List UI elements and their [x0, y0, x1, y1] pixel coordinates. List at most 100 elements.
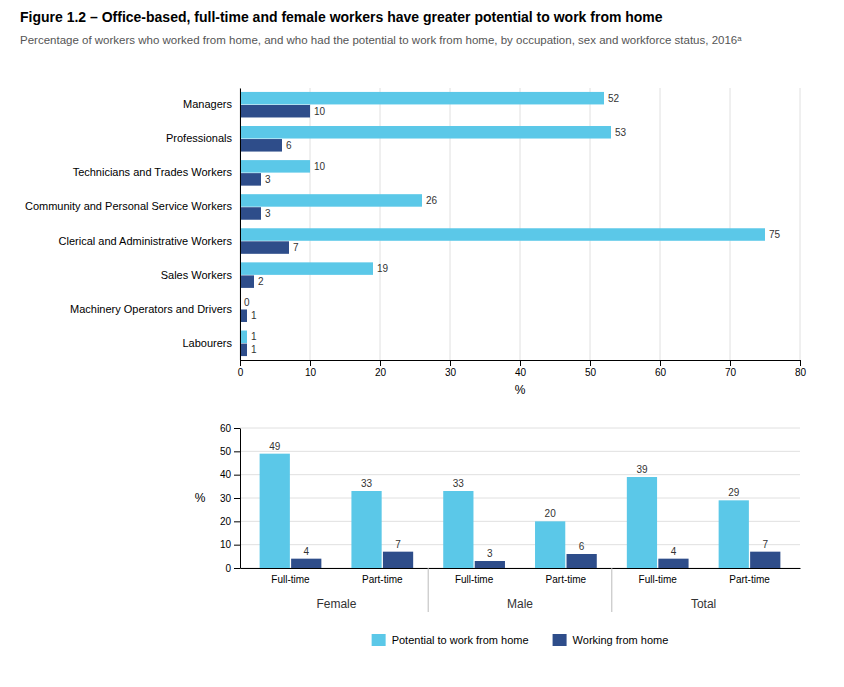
data-label: 53 [615, 127, 627, 138]
bar [443, 491, 473, 568]
tick-mark [660, 360, 661, 366]
tick: 50 [585, 360, 597, 378]
bars [260, 454, 781, 568]
tick: 20 [375, 360, 387, 378]
x-axis: 01020304050607080 [238, 360, 807, 378]
tick: Part-time [362, 574, 403, 585]
group-separator [428, 568, 429, 612]
data-label: 52 [608, 93, 620, 104]
tick-label: Professionals [166, 132, 233, 144]
tick-label: Part-time [546, 574, 587, 585]
data-label: 75 [769, 229, 781, 240]
tick: 10 [220, 539, 240, 550]
data-label: 39 [636, 464, 648, 475]
data-label: 1 [251, 344, 257, 355]
bar [240, 309, 247, 322]
chart-canvas: Figure 1.2 – Office-based, full-time and… [0, 0, 844, 687]
tick-label: 10 [220, 539, 232, 550]
bar [658, 559, 688, 568]
y-axis: 0102030405060 [220, 423, 241, 574]
tick-mark [234, 545, 240, 546]
tick: 0 [238, 360, 244, 378]
grid-line [240, 451, 800, 452]
data-label: 4 [671, 546, 677, 557]
tick: Managers [183, 98, 232, 110]
data-label: 0 [244, 297, 250, 308]
tick: Labourers [182, 337, 232, 349]
tick: 40 [220, 469, 240, 480]
tick-label: Full-time [455, 574, 494, 585]
grid-line [240, 428, 800, 429]
tick-mark [800, 360, 801, 366]
bar [240, 139, 282, 152]
group-label: Female [316, 597, 356, 611]
data-label: 7 [762, 539, 768, 550]
bar [240, 262, 373, 275]
subtitle: Percentage of workers who worked from ho… [20, 34, 742, 46]
legend: Potential to work from homeWorking from … [372, 634, 669, 646]
group-separator [611, 568, 612, 612]
data-label: 4 [303, 546, 309, 557]
tick: Technicians and Trades Workers [73, 166, 233, 178]
group-label: Total [691, 597, 716, 611]
bars [240, 92, 765, 356]
tick: 70 [725, 360, 737, 378]
tick-label: 30 [445, 367, 457, 378]
tick: Full-time [455, 574, 494, 585]
tick-label: Managers [183, 98, 232, 110]
bar [260, 454, 290, 568]
tick-mark [240, 360, 241, 366]
tick-label: Part-time [729, 574, 770, 585]
tick-label: Machinery Operators and Drivers [70, 303, 233, 315]
data-label: 33 [361, 478, 373, 489]
legend-label: Potential to work from home [392, 634, 529, 646]
tick-label: Sales Workers [161, 269, 233, 281]
axis-line [240, 89, 241, 361]
bar [535, 521, 565, 568]
grid-line [800, 88, 801, 360]
tick-label: 60 [655, 367, 667, 378]
tick-label: 0 [225, 563, 231, 574]
data-label: 7 [395, 539, 401, 550]
grid-line [240, 544, 800, 545]
tick: 80 [795, 360, 807, 378]
grid-line [660, 88, 661, 360]
tick-label: 20 [375, 367, 387, 378]
data-label: 6 [579, 541, 585, 552]
tick: 30 [220, 493, 240, 504]
tick-label: 0 [238, 367, 244, 378]
grid-line [240, 521, 800, 522]
tick-label: Community and Personal Service Workers [25, 200, 233, 212]
tick: 0 [225, 563, 240, 574]
y-axis: Managers Professionals Technicians and Tra… [25, 89, 241, 361]
data-label: 3 [487, 548, 493, 559]
bar [291, 559, 321, 568]
tick: 10 [305, 360, 317, 378]
data-label: 1 [251, 310, 257, 321]
data-label: 7 [293, 242, 299, 253]
legend-item: Potential to work from home [372, 634, 529, 646]
tick: Clerical and Administrative Workers [59, 235, 233, 247]
data-label: 3 [265, 208, 271, 219]
tick-label: Technicians and Trades Workers [73, 166, 233, 178]
bar [240, 194, 422, 207]
bar [383, 552, 413, 568]
data-label: 2 [258, 276, 264, 287]
tick-mark [590, 360, 591, 366]
tick-label: 60 [220, 423, 232, 434]
tick: 60 [655, 360, 667, 378]
category-groups: FemaleMaleTotal [316, 568, 716, 612]
tick-label: Full-time [271, 574, 310, 585]
bar [240, 228, 765, 241]
tick: Machinery Operators and Drivers [70, 303, 233, 315]
tick-label: 10 [305, 367, 317, 378]
tick-label: 50 [220, 446, 232, 457]
data-label: 33 [453, 478, 465, 489]
bar [567, 554, 597, 568]
grid-line [240, 474, 800, 475]
bar [627, 477, 657, 568]
data-labels: 493333203929473647 [269, 441, 768, 559]
tick-label: 70 [725, 367, 737, 378]
bar [240, 241, 289, 254]
grid-line [730, 88, 731, 360]
